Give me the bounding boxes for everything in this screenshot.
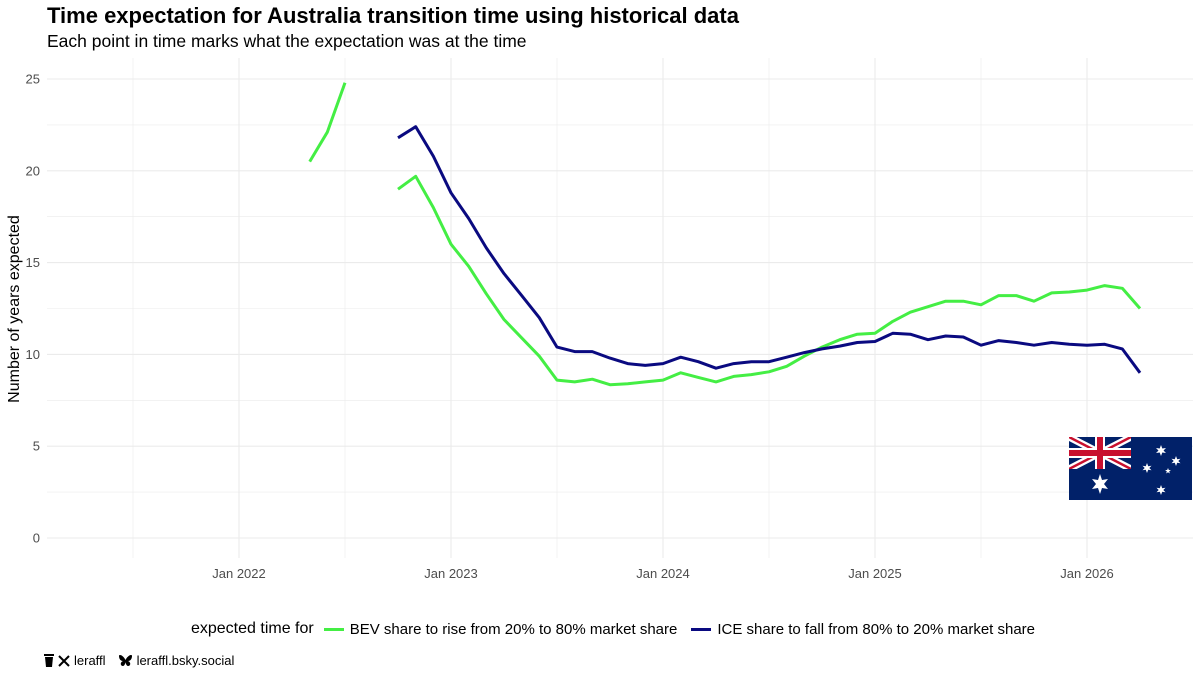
credits-bsky: leraffl.bsky.social — [136, 653, 235, 668]
credits-handle: leraffl — [74, 653, 106, 668]
australian-flag — [1069, 437, 1192, 500]
coffee-icon — [44, 654, 54, 667]
legend-item-bev: BEV share to rise from 20% to 80% market… — [323, 620, 678, 638]
legend: expected time for BEV share to rise from… — [0, 620, 1200, 638]
x-tick-label: Jan 2023 — [424, 566, 478, 581]
y-tick-label: 10 — [26, 347, 40, 362]
y-axis-label: Number of years expected — [6, 215, 23, 403]
credits: leraffl leraffl.bsky.social — [44, 653, 234, 668]
legend-label-bev: BEV share to rise from 20% to 80% market… — [349, 620, 678, 638]
x-logo-icon — [58, 654, 70, 667]
chart-subtitle: Each point in time marks what the expect… — [47, 31, 527, 51]
y-tick-label: 15 — [26, 255, 40, 270]
x-tick-label: Jan 2026 — [1060, 566, 1114, 581]
y-tick-label: 0 — [33, 531, 40, 546]
y-tick-label: 25 — [26, 72, 40, 87]
legend-key-bev — [323, 627, 344, 631]
series-line-ice-segment-0 — [397, 125, 1142, 374]
legend-item-ice: ICE share to fall from 80% to 20% market… — [691, 621, 1035, 638]
union-jack — [1069, 437, 1131, 469]
y-tick-label: 20 — [26, 163, 40, 178]
series-lines — [308, 82, 1142, 387]
legend-title: expected time for — [190, 620, 314, 637]
legend-key-ice — [691, 627, 712, 631]
x-tick-label: Jan 2025 — [848, 566, 902, 581]
x-tick-label: Jan 2022 — [212, 566, 266, 581]
series-line-bev-segment-0 — [308, 82, 347, 163]
grid-lines — [47, 58, 1193, 558]
y-axis-ticks: 0 5 10 15 20 25 — [26, 72, 40, 546]
x-axis-ticks: Jan 2022 Jan 2023 Jan 2024 Jan 2025 Jan 2026 — [212, 566, 1114, 581]
x-tick-label: Jan 2024 — [636, 566, 690, 581]
y-tick-label: 5 — [33, 439, 40, 454]
legend-label-ice: ICE share to fall from 80% to 20% market… — [717, 620, 1036, 638]
flag-stars — [1092, 445, 1181, 495]
chart-title: Time expectation for Australia transitio… — [47, 3, 739, 28]
bluesky-butterfly-icon — [118, 655, 132, 666]
series-line-bev-segment-1 — [397, 174, 1142, 387]
